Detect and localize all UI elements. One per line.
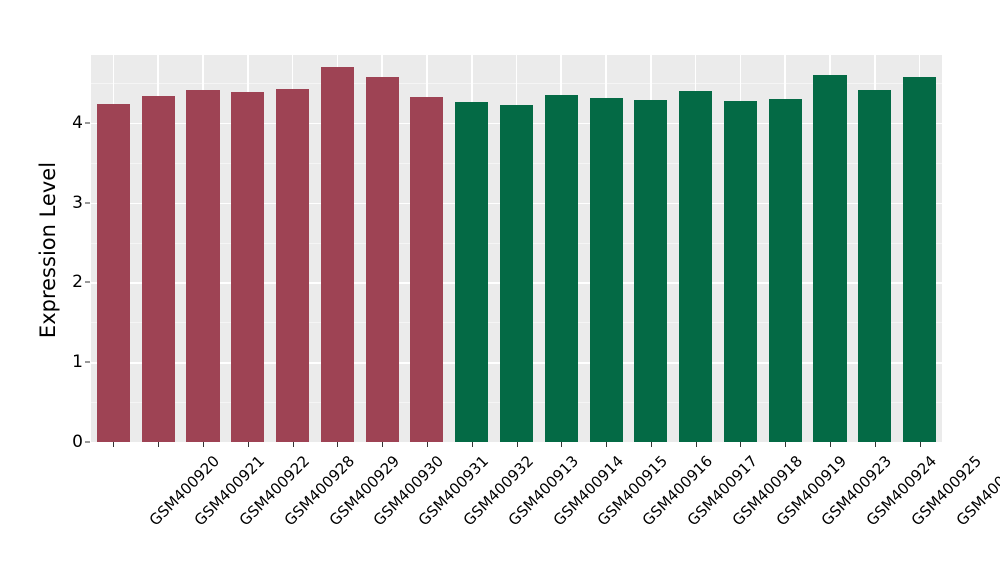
bar bbox=[455, 102, 489, 442]
bar bbox=[858, 90, 892, 442]
x-axis-tick-mark bbox=[202, 442, 204, 447]
y-axis-tick-label: 3 bbox=[72, 192, 83, 213]
y-axis-tick-mark bbox=[85, 122, 90, 124]
x-axis-tick-mark bbox=[650, 442, 652, 447]
bar bbox=[768, 98, 802, 442]
x-axis-tick-mark bbox=[740, 442, 742, 447]
x-axis-tick-mark bbox=[785, 442, 787, 447]
y-axis-tick-mark bbox=[85, 281, 90, 283]
bar bbox=[96, 104, 130, 442]
x-axis-tick-mark bbox=[247, 442, 249, 447]
bar bbox=[320, 66, 354, 442]
bar bbox=[186, 90, 220, 442]
bar bbox=[589, 98, 623, 442]
bar bbox=[679, 90, 713, 442]
x-axis-tick-mark bbox=[382, 442, 384, 447]
y-axis-tick-mark bbox=[85, 202, 90, 204]
bar bbox=[544, 94, 578, 442]
y-axis-tick-label: 4 bbox=[72, 112, 83, 133]
bar bbox=[499, 105, 534, 442]
x-axis-tick-mark bbox=[337, 442, 339, 447]
x-axis-tick-mark bbox=[561, 442, 563, 447]
bar bbox=[231, 91, 265, 442]
bar bbox=[275, 88, 310, 442]
x-axis-tick-mark bbox=[471, 442, 473, 447]
x-axis-tick-mark bbox=[606, 442, 608, 447]
x-axis-tick-mark bbox=[874, 442, 876, 447]
x-axis-tick-mark bbox=[919, 442, 921, 447]
y-axis-tick-group: 0 1 2 3 4 bbox=[55, 0, 83, 580]
bar bbox=[813, 74, 847, 442]
x-axis-tick-mark bbox=[113, 442, 115, 447]
y-axis-tick-mark bbox=[85, 441, 90, 443]
plot-panel bbox=[91, 55, 942, 442]
bar bbox=[634, 99, 668, 442]
x-axis-tick-mark bbox=[516, 442, 518, 447]
y-axis-tick-mark bbox=[85, 361, 90, 363]
x-axis-tick-mark bbox=[695, 442, 697, 447]
bar bbox=[141, 95, 175, 442]
x-axis-tick-mark bbox=[292, 442, 294, 447]
bar bbox=[365, 76, 399, 442]
x-axis-tick-mark bbox=[830, 442, 832, 447]
bar bbox=[410, 96, 444, 442]
bar bbox=[903, 76, 937, 442]
y-axis-tick-label: 0 bbox=[72, 432, 83, 452]
y-axis-tick-label: 2 bbox=[72, 272, 83, 293]
x-axis-tick-mark bbox=[426, 442, 428, 447]
bar bbox=[723, 101, 758, 442]
y-axis-tick-label: 1 bbox=[72, 352, 83, 373]
x-axis-tick-mark bbox=[158, 442, 160, 447]
